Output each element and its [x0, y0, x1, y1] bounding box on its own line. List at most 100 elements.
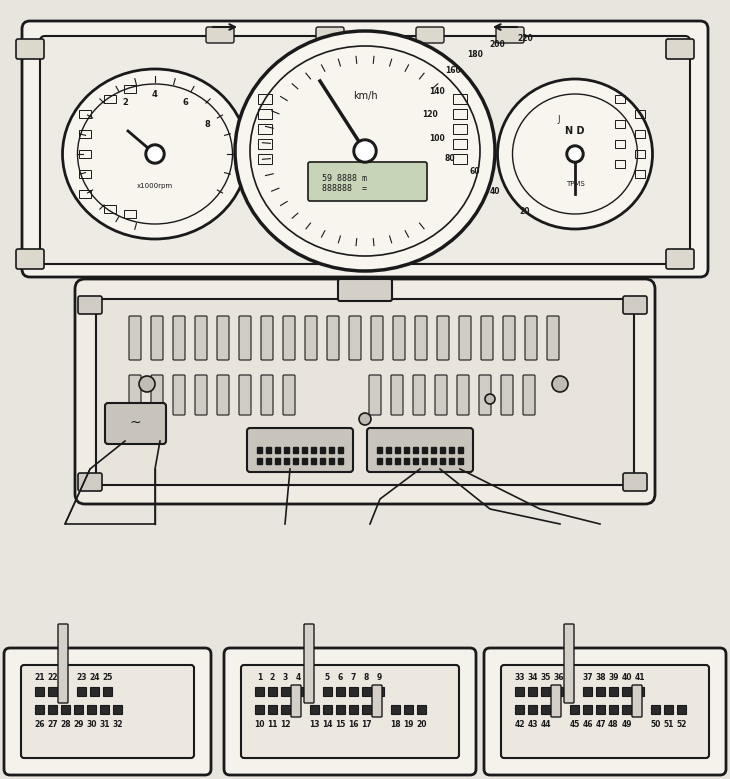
Bar	[362, 705, 371, 714]
Circle shape	[359, 413, 371, 425]
Bar	[323, 705, 332, 714]
Text: 18: 18	[391, 720, 401, 729]
FancyBboxPatch shape	[78, 473, 102, 491]
Text: 6: 6	[182, 97, 188, 107]
Bar	[258, 94, 272, 104]
Bar	[266, 458, 271, 464]
FancyBboxPatch shape	[308, 162, 427, 201]
Circle shape	[552, 376, 568, 392]
FancyBboxPatch shape	[151, 375, 163, 415]
Text: 888888  =: 888888 =	[323, 184, 367, 192]
Bar	[61, 705, 70, 714]
Bar	[79, 190, 91, 198]
FancyBboxPatch shape	[261, 316, 273, 360]
FancyBboxPatch shape	[283, 375, 295, 415]
Bar	[413, 447, 418, 453]
Text: 11: 11	[267, 720, 277, 729]
Bar	[377, 458, 382, 464]
FancyBboxPatch shape	[173, 316, 185, 360]
Text: 36: 36	[553, 673, 564, 682]
Bar	[583, 687, 592, 696]
FancyBboxPatch shape	[632, 685, 642, 717]
Text: 220: 220	[517, 33, 533, 43]
Text: 28: 28	[60, 720, 71, 729]
Bar	[349, 705, 358, 714]
Text: 29: 29	[73, 720, 84, 729]
Text: 31: 31	[99, 720, 109, 729]
Text: 43: 43	[527, 720, 538, 729]
Bar	[362, 687, 371, 696]
Text: 2: 2	[270, 673, 275, 682]
Text: 47: 47	[595, 720, 606, 729]
FancyBboxPatch shape	[435, 375, 447, 415]
Bar	[431, 458, 436, 464]
Bar	[453, 139, 467, 149]
FancyBboxPatch shape	[291, 685, 301, 717]
Text: 180: 180	[467, 50, 483, 58]
Bar	[329, 458, 334, 464]
Bar	[635, 687, 644, 696]
FancyBboxPatch shape	[327, 316, 339, 360]
Bar	[515, 687, 524, 696]
Text: 35: 35	[540, 673, 550, 682]
Bar	[104, 95, 116, 103]
Bar	[35, 705, 44, 714]
Bar	[311, 458, 316, 464]
Bar	[268, 705, 277, 714]
Bar	[554, 687, 563, 696]
Bar	[77, 687, 86, 696]
Bar	[338, 458, 343, 464]
Text: 48: 48	[608, 720, 619, 729]
Bar	[284, 458, 289, 464]
FancyBboxPatch shape	[525, 316, 537, 360]
FancyBboxPatch shape	[96, 299, 634, 485]
Bar	[302, 458, 307, 464]
Bar	[90, 687, 99, 696]
Text: 7: 7	[351, 673, 356, 682]
Text: 9: 9	[377, 673, 382, 682]
Text: 32: 32	[112, 720, 123, 729]
Text: 30: 30	[86, 720, 97, 729]
FancyBboxPatch shape	[316, 27, 344, 43]
FancyBboxPatch shape	[496, 27, 524, 43]
Bar	[515, 705, 524, 714]
Bar	[422, 458, 427, 464]
Bar	[320, 458, 325, 464]
Text: 24: 24	[89, 673, 100, 682]
FancyBboxPatch shape	[459, 316, 471, 360]
Bar	[100, 705, 109, 714]
Bar	[281, 687, 290, 696]
Bar	[35, 687, 44, 696]
Bar	[258, 154, 272, 164]
Bar	[349, 687, 358, 696]
Text: 140: 140	[429, 86, 445, 96]
Bar	[583, 705, 592, 714]
FancyBboxPatch shape	[503, 316, 515, 360]
Bar	[103, 687, 112, 696]
Bar	[336, 705, 345, 714]
Ellipse shape	[512, 94, 637, 214]
Bar	[266, 447, 271, 453]
Ellipse shape	[250, 46, 480, 256]
Text: 17: 17	[361, 720, 372, 729]
Bar	[677, 705, 686, 714]
Bar	[413, 458, 418, 464]
Bar	[615, 95, 625, 103]
FancyBboxPatch shape	[16, 249, 44, 269]
FancyBboxPatch shape	[241, 665, 459, 758]
Bar	[528, 687, 537, 696]
FancyBboxPatch shape	[224, 648, 476, 775]
Text: 20: 20	[520, 206, 530, 216]
Text: 160: 160	[445, 65, 461, 75]
FancyBboxPatch shape	[195, 375, 207, 415]
FancyBboxPatch shape	[349, 316, 361, 360]
FancyBboxPatch shape	[415, 316, 427, 360]
Text: 6: 6	[338, 673, 343, 682]
Bar	[302, 447, 307, 453]
FancyBboxPatch shape	[501, 665, 709, 758]
Bar	[609, 687, 618, 696]
FancyBboxPatch shape	[437, 316, 449, 360]
Bar	[281, 705, 290, 714]
Text: 13: 13	[310, 720, 320, 729]
Ellipse shape	[235, 31, 495, 271]
